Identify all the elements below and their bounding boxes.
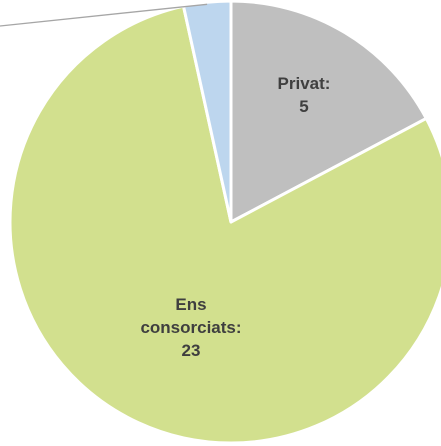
slice-labels: Privat: 5 Ens consorciats: 23 (140, 74, 330, 360)
slice-label-line: Privat: (278, 74, 331, 93)
pie-slice-privat (229, 0, 428, 224)
slice-label-line: 23 (182, 341, 201, 360)
slice-label-line: consorciats: (140, 318, 241, 337)
slice-label-line: Ens (175, 295, 206, 314)
pie-slice-ens-consorciats (8, 4, 441, 445)
leader-line (0, 3, 208, 27)
slice-label-ens-consorciats: Ens consorciats: 23 (140, 295, 241, 360)
slice-label-line: 5 (299, 97, 308, 116)
slice-label-privat: Privat: 5 (278, 74, 331, 116)
pie-slices (8, 0, 441, 445)
